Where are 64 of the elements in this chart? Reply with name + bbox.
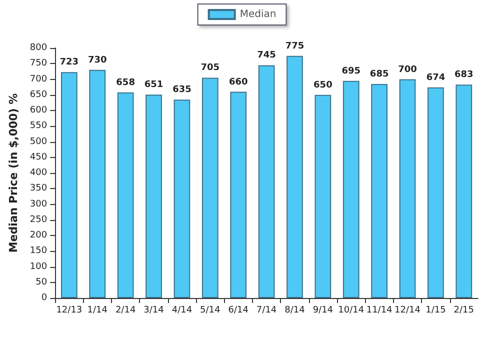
y-tick-label: 0 [41,293,48,303]
bar [202,78,218,298]
data-label: 700 [398,64,417,75]
bar [399,79,416,298]
data-label: 723 [60,58,79,68]
y-tick-label: 300 [30,199,48,210]
x-tick-label: 2/14 [115,306,136,316]
data-label: 683 [454,70,474,80]
y-tick-label: 350 [30,184,48,194]
y-tick-label: 500 [30,136,48,147]
data-label: 685 [370,69,389,80]
bar [61,72,78,298]
x-tick-label: 6/14 [228,306,249,316]
data-label: 705 [200,63,220,74]
x-tick-label: 10/14 [338,306,364,316]
y-axis-title: Median Price (in $,000) % [7,93,20,253]
x-tick-label: 5/14 [200,306,221,316]
x-tick-label: 7/14 [256,306,277,316]
y-tick-label: 200 [30,230,48,240]
y-tick-label: 250 [30,214,48,225]
x-tick-label: 3/14 [144,306,164,316]
bar [258,65,275,298]
y-tick-label: 100 [30,262,48,272]
bar [230,92,247,298]
y-tick-label: 550 [30,121,48,132]
bar [371,84,388,298]
bar [314,94,332,298]
x-tick-label: 8/14 [284,306,306,316]
bar [174,100,190,298]
bar [456,84,472,298]
x-tick-label: 9/14 [312,306,334,316]
x-tick-label: 4/14 [172,306,192,316]
bar [117,92,134,298]
data-label: 658 [116,78,135,88]
x-tick-label: 12/14 [394,306,421,316]
y-tick-label: 600 [30,106,48,116]
data-label: 660 [228,77,248,88]
x-tick-label: 1/14 [87,306,108,316]
data-label: 650 [314,80,332,90]
x-tick-label: 11/14 [366,306,393,316]
data-label: 730 [88,55,107,66]
y-tick-label: 650 [30,90,48,100]
x-tick-label: 2/15 [454,306,474,316]
y-tick-label: 450 [30,152,48,162]
data-label: 635 [172,85,192,96]
bar [89,70,106,298]
data-label: 775 [285,41,304,52]
bar [146,94,162,298]
y-tick-label: 700 [30,74,48,84]
data-label: 695 [342,66,361,76]
bar [428,87,444,298]
y-tick-label: 800 [30,43,48,53]
y-tick-label: 400 [30,168,48,178]
bar [342,80,360,298]
y-tick-label: 50 [36,277,48,288]
bar [286,56,303,298]
y-tick-label: 750 [30,58,48,69]
data-label: 674 [426,72,446,83]
x-tick-label: 12/13 [56,306,82,316]
x-tick-label: 1/15 [426,306,446,316]
data-label: 651 [144,80,164,90]
y-tick-label: 150 [30,246,48,256]
legend-label: Median [240,9,276,20]
data-label: 745 [257,50,276,61]
